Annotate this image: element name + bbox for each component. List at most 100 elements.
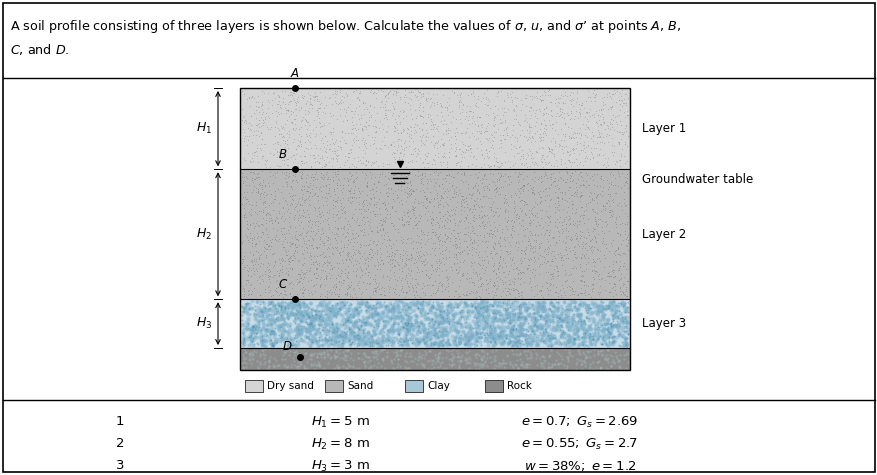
Point — [480, 280, 494, 288]
Point — [432, 359, 446, 367]
Point — [289, 236, 303, 243]
Point — [560, 323, 574, 331]
Point — [580, 282, 594, 290]
Point — [311, 313, 325, 320]
Point — [439, 232, 453, 240]
Point — [255, 190, 269, 198]
Point — [329, 196, 343, 203]
Point — [513, 337, 527, 344]
Point — [441, 347, 455, 354]
Point — [371, 316, 385, 323]
Point — [373, 144, 387, 152]
Point — [329, 211, 343, 218]
Point — [517, 279, 531, 286]
Point — [424, 301, 438, 309]
Point — [430, 330, 444, 337]
Point — [443, 140, 457, 148]
Point — [288, 231, 302, 239]
Point — [567, 303, 581, 311]
Point — [339, 330, 353, 337]
Point — [521, 179, 535, 187]
Point — [315, 266, 329, 274]
Point — [357, 205, 371, 213]
Point — [410, 225, 424, 232]
Point — [424, 261, 438, 269]
Point — [551, 267, 565, 275]
Point — [424, 117, 438, 125]
Point — [435, 331, 449, 339]
Point — [388, 256, 402, 264]
Point — [620, 246, 634, 254]
Point — [460, 334, 474, 342]
Point — [324, 100, 339, 107]
Point — [299, 318, 313, 326]
Point — [541, 116, 555, 124]
Point — [558, 312, 572, 319]
Point — [582, 329, 596, 336]
Point — [551, 337, 565, 344]
Point — [487, 129, 501, 136]
Point — [416, 201, 430, 209]
Point — [544, 99, 558, 106]
Point — [299, 349, 313, 357]
Point — [246, 267, 260, 275]
Point — [546, 303, 560, 310]
Point — [465, 302, 479, 309]
Point — [573, 139, 587, 146]
Point — [599, 220, 613, 228]
Point — [537, 339, 551, 346]
Point — [546, 308, 560, 315]
Point — [555, 316, 569, 324]
Point — [438, 246, 452, 253]
Point — [324, 308, 338, 316]
Point — [400, 307, 414, 314]
Point — [261, 325, 275, 333]
Point — [514, 330, 528, 338]
Point — [253, 181, 267, 189]
Point — [275, 303, 289, 310]
Point — [392, 261, 406, 268]
Point — [296, 237, 310, 245]
Point — [554, 333, 568, 341]
Point — [576, 299, 590, 307]
Point — [564, 284, 578, 292]
Point — [560, 342, 574, 350]
Point — [387, 348, 401, 356]
Point — [332, 305, 346, 313]
Point — [244, 272, 258, 279]
Point — [500, 310, 514, 317]
Point — [476, 338, 490, 345]
Point — [346, 217, 360, 224]
Point — [237, 213, 251, 220]
Point — [253, 358, 267, 366]
Point — [550, 162, 564, 170]
Point — [503, 90, 517, 97]
Point — [284, 252, 298, 259]
Point — [374, 240, 389, 247]
Point — [517, 340, 531, 348]
Point — [517, 300, 531, 308]
Point — [589, 223, 603, 230]
Point — [405, 207, 419, 214]
Point — [393, 150, 407, 157]
Point — [494, 161, 508, 169]
Point — [595, 138, 609, 146]
Point — [255, 206, 269, 214]
Point — [499, 312, 513, 319]
Point — [438, 327, 453, 334]
Point — [614, 327, 628, 334]
Point — [346, 285, 360, 293]
Point — [260, 209, 274, 216]
Point — [353, 306, 367, 314]
Point — [498, 291, 512, 299]
Point — [387, 315, 401, 323]
Point — [248, 348, 262, 356]
Point — [394, 197, 408, 204]
Point — [403, 301, 417, 308]
Point — [618, 122, 632, 130]
Point — [288, 99, 302, 106]
Point — [563, 270, 577, 278]
Point — [319, 153, 333, 161]
Point — [351, 354, 365, 362]
Point — [453, 338, 467, 346]
